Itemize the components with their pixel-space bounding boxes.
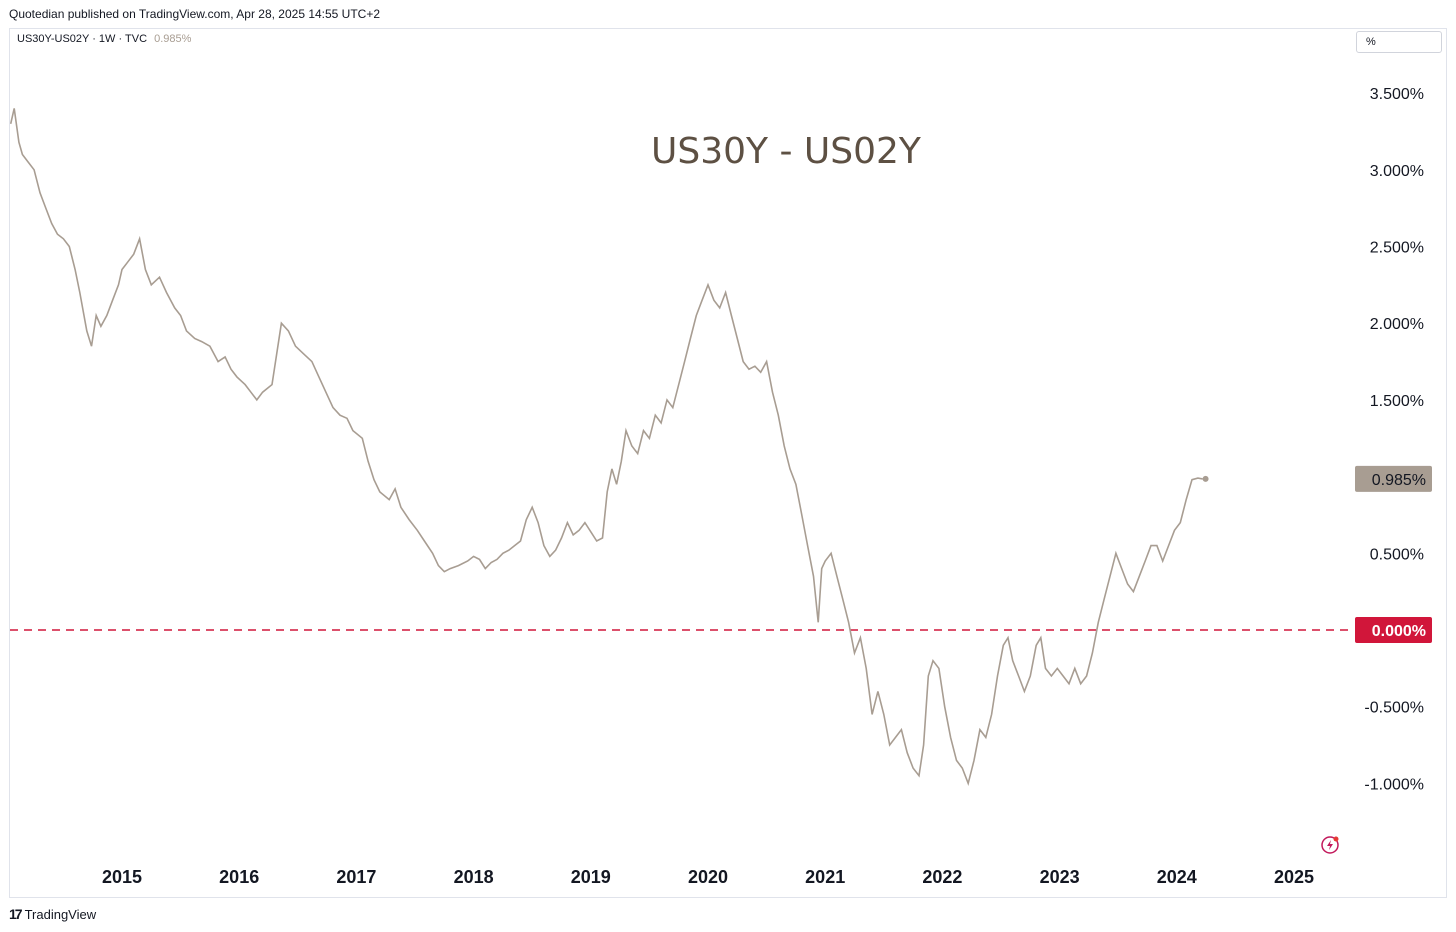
price-badges: 0.985% 0.000% [1355, 465, 1432, 643]
chart-frame [9, 28, 1447, 898]
last-value-badge-bg [1355, 465, 1432, 492]
zero-value-badge: 0.000% [1372, 623, 1426, 640]
x-tick-label: 2023 [1040, 867, 1080, 887]
y-tick-label: 3.500% [1370, 86, 1424, 103]
symbol-legend[interactable]: US30Y-US02Y · 1W · TVC 0.985% [17, 33, 191, 45]
y-axis[interactable]: 3.500% 3.000% 2.500% 2.000% 1.500% 0.500% -0.5… [1364, 86, 1424, 793]
y-tick-label: 2.500% [1370, 240, 1424, 257]
bolt-icon[interactable] [1321, 836, 1339, 854]
x-tick-label: 2021 [805, 867, 845, 887]
symbol-label: US30Y-US02Y · 1W · TVC [17, 33, 148, 45]
y-tick-label: -1.000% [1364, 776, 1424, 793]
y-tick-label: 3.000% [1370, 163, 1424, 180]
x-tick-label: 2016 [219, 867, 259, 887]
y-tick-label: -0.500% [1364, 700, 1424, 717]
x-tick-label: 2019 [571, 867, 611, 887]
attribution-text: Quotedian published on TradingView.com, … [9, 7, 381, 21]
x-tick-label: 2024 [1157, 867, 1197, 887]
y-tick-label: 0.500% [1370, 546, 1424, 563]
last-value-badge: 0.985% [1372, 472, 1426, 489]
tradingview-brand[interactable]: 17 TradingView [9, 906, 96, 922]
y-tick-label: 1.500% [1370, 393, 1424, 410]
x-tick-label: 2025 [1274, 867, 1314, 887]
brand-label: TradingView [24, 906, 97, 922]
x-tick-label: 2018 [454, 867, 494, 887]
x-tick-label: 2020 [688, 867, 728, 887]
x-tick-label: 2017 [336, 867, 376, 887]
last-point-marker [1202, 475, 1209, 482]
chart-title: US30Y - US02Y [651, 131, 922, 172]
x-axis[interactable]: 2015 2016 2017 2018 2019 2020 2021 2022 2023 2024… [102, 867, 1314, 887]
price-scale-unit-button[interactable]: % [1356, 31, 1442, 53]
spread-series-line [9, 108, 1203, 787]
symbol-last-value: 0.985% [154, 33, 192, 45]
zero-value-badge-bg [1355, 617, 1432, 643]
tradingview-logo-icon: 17 [9, 906, 23, 922]
x-tick-label: 2015 [102, 867, 142, 887]
x-tick-label: 2022 [922, 867, 962, 887]
y-tick-label: 2.000% [1370, 316, 1424, 333]
